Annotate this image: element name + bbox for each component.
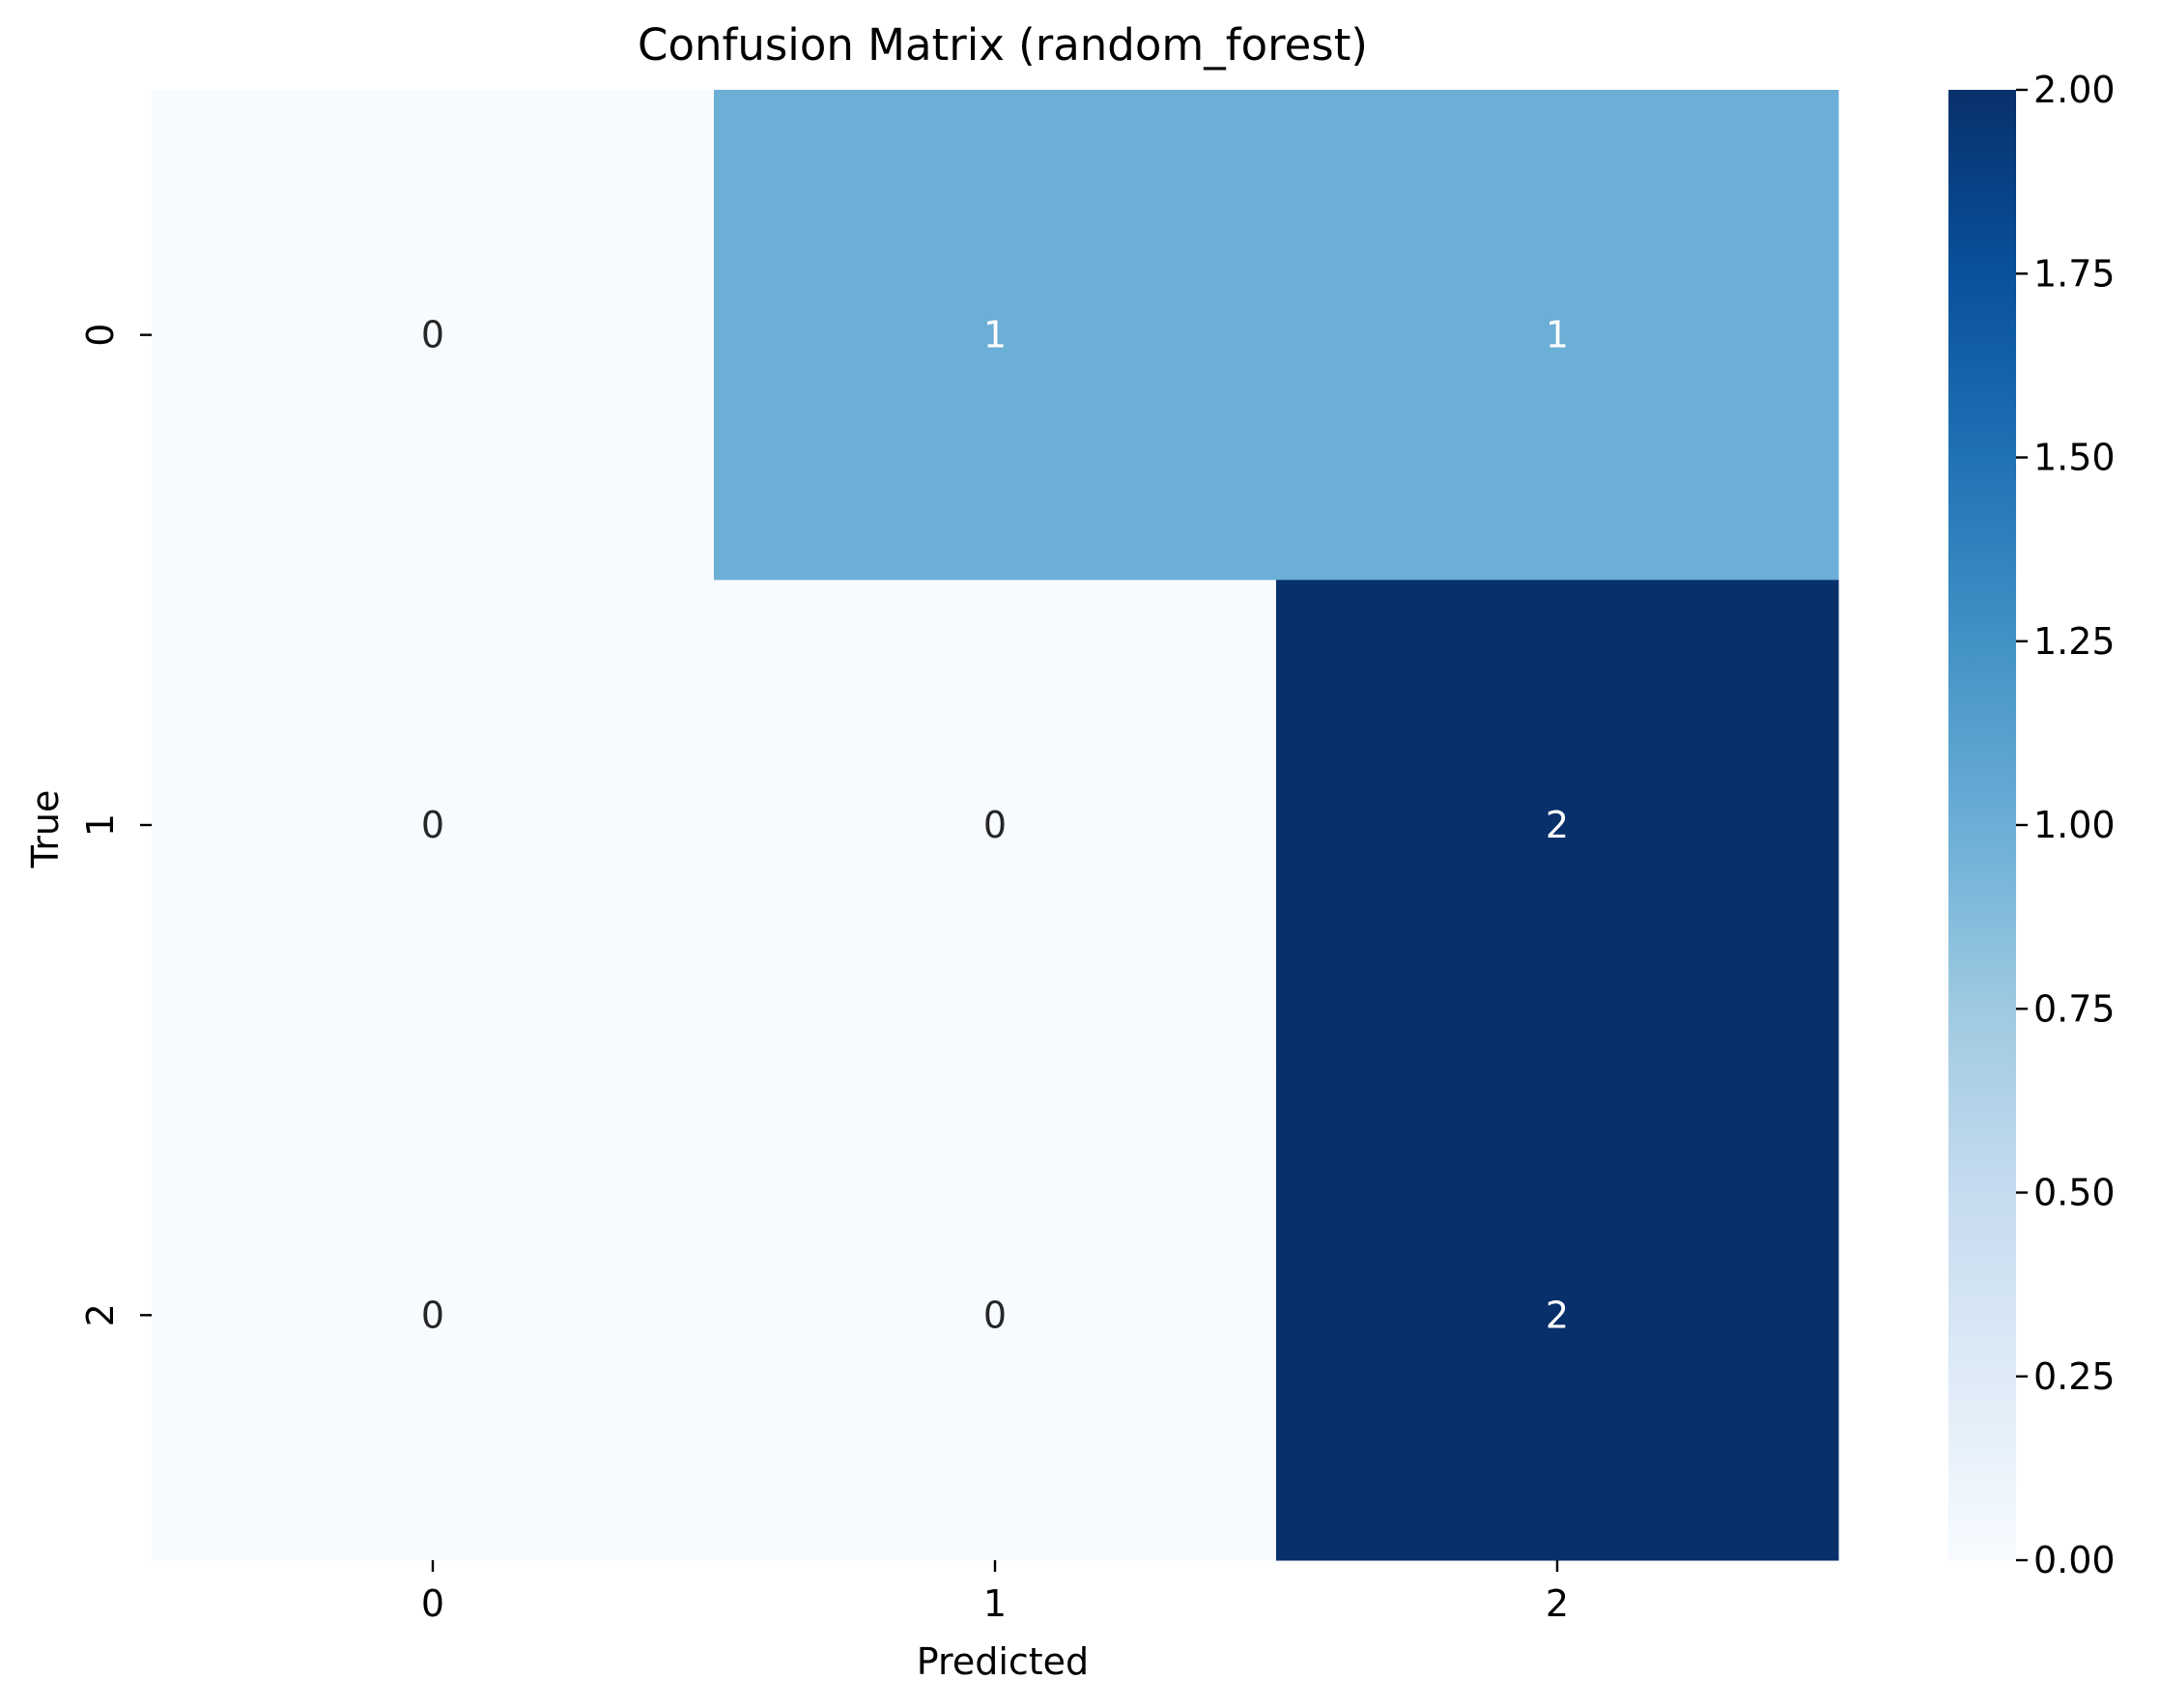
cell-value-2-2: 2 — [1546, 1294, 1569, 1336]
cell-value-1-2: 2 — [1546, 804, 1569, 846]
cell-value-0-0: 0 — [421, 314, 444, 356]
y-tick-label-0: 0 — [79, 324, 122, 347]
heatmap-cell-2-2 — [1276, 1069, 1839, 1561]
y-tick-label-2: 2 — [79, 1303, 122, 1326]
y-axis-ticks: 0 1 2 — [79, 324, 152, 1326]
x-tick-label-2: 2 — [1546, 1582, 1569, 1625]
heatmap-cell-0-0 — [152, 90, 715, 581]
heatmap-cell-1-2 — [1276, 580, 1839, 1071]
x-axis-label: Predicted — [917, 1640, 1089, 1683]
colorbar-tick-label-1.50: 1.50 — [2033, 437, 2116, 479]
heatmap-cell-2-0 — [152, 1069, 715, 1561]
colorbar — [1948, 90, 2016, 1560]
colorbar-tick-label-0.00: 0.00 — [2033, 1539, 2116, 1581]
cell-value-1-1: 0 — [983, 804, 1007, 846]
y-axis-label: True — [24, 790, 67, 869]
colorbar-tick-label-0.75: 0.75 — [2033, 987, 2116, 1030]
heatmap-cell-1-0 — [152, 580, 715, 1071]
x-axis-ticks: 0 1 2 — [421, 1560, 1569, 1625]
colorbar-tick-label-1.25: 1.25 — [2033, 620, 2116, 663]
y-tick-label-1: 1 — [79, 813, 122, 837]
cell-value-2-1: 0 — [983, 1294, 1007, 1336]
cell-value-0-1: 1 — [983, 314, 1007, 356]
heatmap-grid — [152, 90, 1839, 1561]
heatmap-cell-0-2 — [1276, 90, 1839, 581]
heatmap-cell-1-1 — [714, 580, 1277, 1071]
x-tick-label-0: 0 — [421, 1582, 444, 1625]
heatmap-cell-2-1 — [714, 1069, 1277, 1561]
colorbar-tick-label-2.00: 2.00 — [2033, 69, 2116, 111]
heatmap-cell-0-1 — [714, 90, 1277, 581]
cell-value-0-2: 1 — [1546, 314, 1569, 356]
x-tick-label-1: 1 — [983, 1582, 1007, 1625]
colorbar-tick-label-0.50: 0.50 — [2033, 1172, 2116, 1214]
cell-value-1-0: 0 — [421, 804, 444, 846]
colorbar-tick-label-1.00: 1.00 — [2033, 804, 2116, 846]
colorbar-tick-label-0.25: 0.25 — [2033, 1355, 2116, 1398]
colorbar-tick-label-1.75: 1.75 — [2033, 252, 2116, 295]
cell-value-2-0: 0 — [421, 1294, 444, 1336]
chart-title: Confusion Matrix (random_forest) — [638, 19, 1368, 71]
colorbar-ticks: 0.00 0.25 0.50 0.75 1.00 1.25 1.50 1.75 2.00 — [2016, 69, 2116, 1581]
cell-annotations: 0 1 1 0 0 2 0 0 2 — [421, 314, 1569, 1337]
